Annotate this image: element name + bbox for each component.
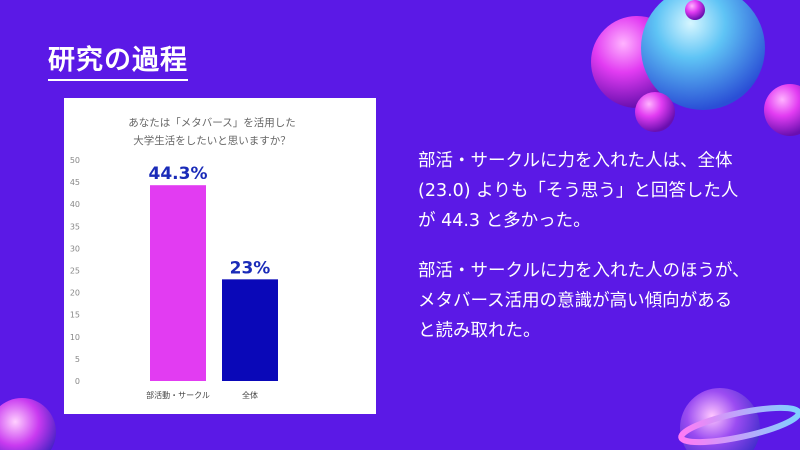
bar-total [222, 279, 278, 381]
decorative-blob-bottom-left [0, 398, 56, 450]
y-tick-label: 50 [70, 156, 80, 165]
small-pink-blob [635, 92, 675, 132]
y-tick-label: 40 [70, 200, 80, 209]
y-tick-label: 35 [70, 222, 80, 231]
y-tick-label: 5 [75, 355, 80, 364]
y-tick-label: 15 [70, 311, 80, 320]
decorative-blobs-top-right [591, 0, 800, 136]
x-tick-label: 全体 [242, 390, 258, 400]
edge-pink-blob [764, 84, 800, 136]
x-axis-labels: 部活動・サークル 全体 [146, 390, 258, 400]
bar-club [150, 185, 206, 381]
slide-title: 研究の過程 [48, 38, 188, 81]
chart-title-line-1: あなたは「メタバース」を活用した [128, 117, 295, 129]
x-tick-label: 部活動・サークル [146, 390, 210, 400]
paragraph-2-line-2: メタバース活用の意識が高い傾向がある [418, 291, 733, 311]
paragraph-2-line-1: 部活・サークルに力を入れた人のほうが、 [418, 261, 750, 281]
bars: 44.3% 23% [149, 164, 278, 381]
data-label: 23% [230, 258, 271, 278]
y-tick-label: 45 [70, 178, 80, 187]
explanation-paragraph-2: 部活・サークルに力を入れた人のほうが、 メタバース活用の意識が高い傾向がある と… [418, 256, 778, 346]
paragraph-1-line-3: が 44.3 と多かった。 [418, 211, 591, 231]
y-tick-label: 30 [70, 244, 80, 253]
data-label: 44.3% [149, 164, 208, 184]
y-tick-label: 0 [75, 377, 80, 386]
y-tick-label: 25 [70, 267, 80, 276]
y-tick-label: 10 [70, 333, 80, 342]
paragraph-2-line-3: と読み取れた。 [418, 321, 541, 341]
paragraph-1-line-2: (23.0) よりも「そう思う」と回答した人 [418, 181, 739, 201]
blue-blob [641, 0, 765, 110]
bar-chart: あなたは「メタバース」を活用した 大学生活をしたいと思いますか？ 0 5 10 15 2… [70, 117, 296, 400]
chart-title-line-2: 大学生活をしたいと思いますか？ [133, 134, 291, 147]
explanation-paragraph-1: 部活・サークルに力を入れた人は、全体 (23.0) よりも「そう思う」と回答した… [418, 146, 778, 236]
decorative-planet-bottom-right [678, 388, 800, 450]
tiny-blob [685, 0, 705, 20]
y-tick-label: 20 [70, 289, 80, 298]
y-axis-ticks: 0 5 10 15 20 25 30 35 40 45 50 [70, 156, 80, 386]
paragraph-1-line-1: 部活・サークルに力を入れた人は、全体 [418, 151, 733, 171]
chart-card: あなたは「メタバース」を活用した 大学生活をしたいと思いますか？ 0 5 10 15 2… [64, 98, 376, 414]
